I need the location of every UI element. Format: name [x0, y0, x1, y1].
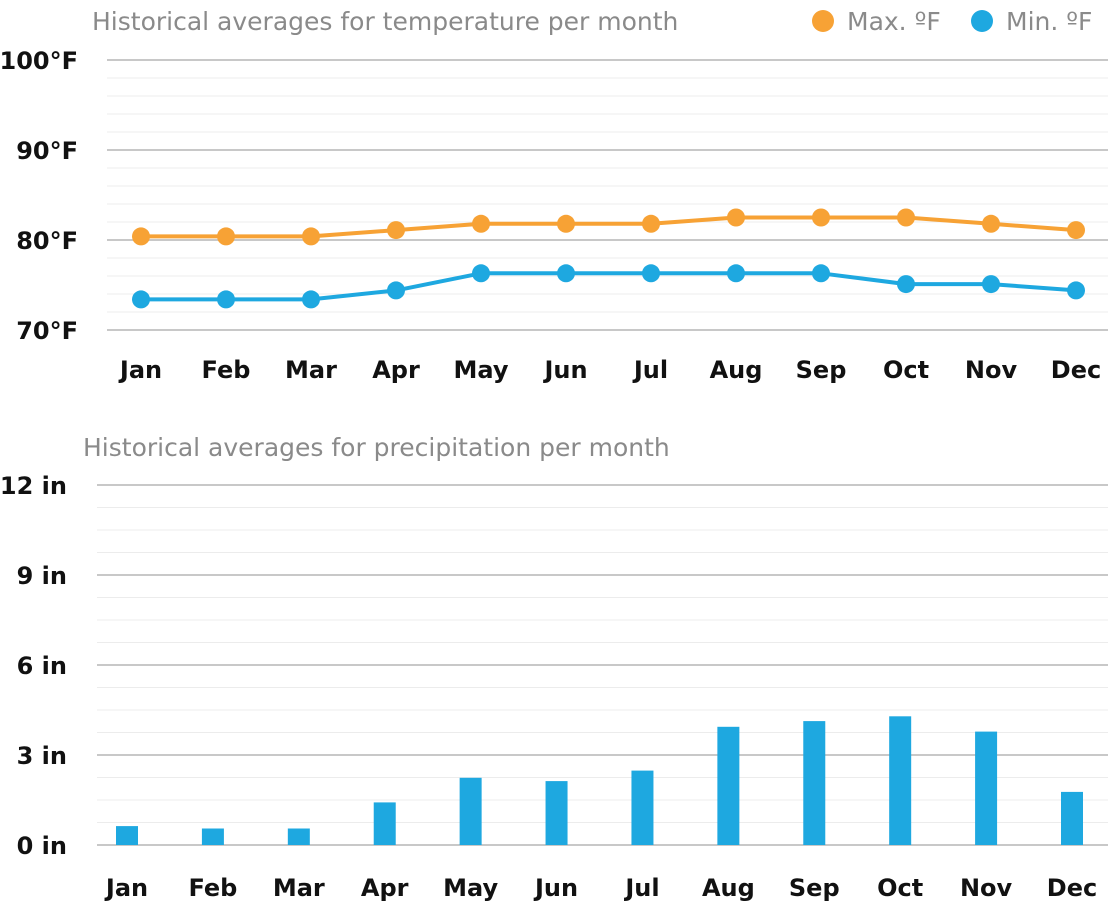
x-tick-label: Nov [965, 356, 1018, 384]
y-tick-label: 70°F [16, 317, 78, 345]
max-temp-point [727, 208, 745, 227]
max-temp-point [557, 214, 575, 233]
precipitation-bar [201, 828, 224, 845]
temperature-x-axis: Jan Feb Mar Apr May Jun Jul Aug Sep Oct Nov Dec [118, 356, 1101, 384]
temperature-series [132, 208, 1085, 309]
x-tick-label: Jan [104, 874, 148, 902]
max-temp-point [387, 221, 405, 240]
min-temp-line [141, 271, 1077, 302]
x-tick-label: Jul [632, 356, 668, 384]
legend-min-marker [971, 10, 993, 32]
min-temp-point [812, 264, 830, 283]
precipitation-bar [459, 777, 482, 845]
x-tick-label: Dec [1051, 356, 1101, 384]
min-temp-point [132, 290, 150, 309]
min-temp-point [642, 264, 660, 283]
min-temp-point [727, 264, 745, 283]
y-tick-label: 90°F [16, 137, 78, 165]
y-tick-label: 3 in [17, 742, 67, 770]
precipitation-y-axis: 0 in 3 in 6 in 9 in 12 in [0, 472, 67, 860]
x-tick-label: Jan [118, 356, 162, 384]
precipitation-chart: Historical averages for precipitation pe… [0, 433, 1108, 902]
precipitation-x-axis: Jan Feb Mar Apr May Jun Jul Aug Sep Oct Nov Dec [104, 874, 1097, 902]
y-tick-label: 9 in [17, 562, 67, 590]
precipitation-bar [803, 721, 826, 845]
temperature-legend: Max. ºF Min. ºF [812, 7, 1092, 36]
temperature-grid [107, 59, 1108, 331]
y-tick-label: 100°F [0, 47, 78, 75]
min-temp-point [472, 264, 490, 283]
x-tick-label: Oct [883, 356, 929, 384]
temperature-chart: Historical averages for temperature per … [0, 7, 1108, 384]
max-temp-point [1067, 221, 1085, 240]
x-tick-label: Mar [285, 356, 337, 384]
max-temp-point [642, 214, 660, 233]
legend-max-label: Max. ºF [847, 7, 941, 36]
x-tick-label: May [454, 356, 509, 384]
precipitation-bar [116, 826, 138, 845]
x-tick-label: May [443, 874, 498, 902]
x-tick-label: Sep [789, 874, 840, 902]
precipitation-bar [975, 731, 998, 845]
precipitation-bar [545, 781, 568, 845]
precipitation-bar [373, 802, 396, 845]
precipitation-bar [631, 770, 654, 845]
temperature-y-axis: 70°F 80°F 90°F 100°F [0, 47, 78, 345]
legend-min-label: Min. ºF [1006, 7, 1092, 36]
min-temp-point [387, 281, 405, 300]
precipitation-bar [1061, 791, 1083, 845]
max-temp-point [302, 227, 320, 246]
min-temp-point [982, 275, 1000, 294]
precipitation-chart-title: Historical averages for precipitation pe… [83, 433, 670, 462]
x-tick-label: Oct [877, 874, 923, 902]
max-temp-point [812, 208, 830, 227]
min-temp-point [897, 275, 915, 294]
x-tick-label: Feb [202, 356, 251, 384]
min-temp-point [302, 290, 320, 309]
precipitation-bars [116, 716, 1083, 845]
max-temp-point [897, 208, 915, 227]
max-temp-point [217, 227, 235, 246]
precipitation-grid [97, 484, 1108, 846]
x-tick-label: Mar [273, 874, 325, 902]
max-temp-line [141, 215, 1077, 239]
x-tick-label: Jun [533, 874, 578, 902]
max-temp-point [132, 227, 150, 246]
x-tick-label: Dec [1047, 874, 1097, 902]
x-tick-label: Aug [710, 356, 763, 384]
precipitation-bar [717, 726, 740, 845]
min-temp-point [557, 264, 575, 283]
temperature-chart-title: Historical averages for temperature per … [92, 7, 678, 36]
y-tick-label: 6 in [17, 652, 67, 680]
x-tick-label: Sep [796, 356, 847, 384]
legend-max-marker [812, 10, 834, 32]
precipitation-bar [889, 716, 912, 845]
x-tick-label: Feb [188, 874, 237, 902]
precipitation-bar [287, 828, 310, 845]
min-temp-point [217, 290, 235, 309]
x-tick-label: Jun [542, 356, 587, 384]
x-tick-label: Apr [361, 874, 409, 902]
x-tick-label: Nov [960, 874, 1013, 902]
y-tick-label: 0 in [17, 832, 67, 860]
x-tick-label: Aug [702, 874, 755, 902]
min-temp-point [1067, 281, 1085, 300]
x-tick-label: Jul [623, 874, 659, 902]
max-temp-point [982, 214, 1000, 233]
y-tick-label: 12 in [0, 472, 67, 500]
y-tick-label: 80°F [16, 227, 78, 255]
max-temp-point [472, 214, 490, 233]
x-tick-label: Apr [372, 356, 420, 384]
